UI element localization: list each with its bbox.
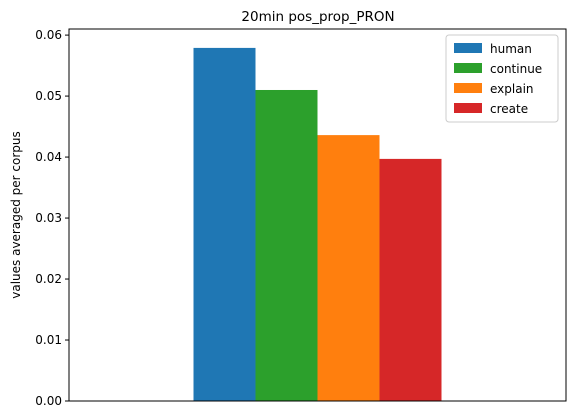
plot-frame [68,28,567,402]
y-tick-label: 0.00 [35,394,62,408]
bar-continue [255,89,318,401]
legend-swatch-create [454,103,482,113]
y-axis-label: values averaged per corpus [9,131,23,299]
legend-swatch-continue [454,63,482,73]
bars-group [193,47,442,402]
y-tick-label: 0.01 [35,333,62,347]
legend-label-human: human [490,42,532,56]
y-tick-label: 0.03 [35,211,62,225]
legend-label-create: create [490,102,528,116]
legend-label-continue: continue [490,62,542,76]
bar-create [379,158,442,401]
bar-human [193,47,256,402]
y-tick-label: 0.05 [35,89,62,103]
y-tick-label: 0.02 [35,272,62,286]
chart-title: 20min pos_prop_PRON [241,9,394,25]
y-tick-label: 0.06 [35,28,62,42]
y-tick-label: 0.04 [35,150,62,164]
legend-swatch-human [454,43,482,53]
y-axis: 0.00 0.01 0.02 0.03 0.04 0.05 0.06 [35,28,69,408]
legend-swatch-explain [454,83,482,93]
legend-label-explain: explain [490,82,534,96]
legend: human continue explain create [445,34,559,123]
legend-box [445,34,559,123]
bar-explain [317,135,380,401]
